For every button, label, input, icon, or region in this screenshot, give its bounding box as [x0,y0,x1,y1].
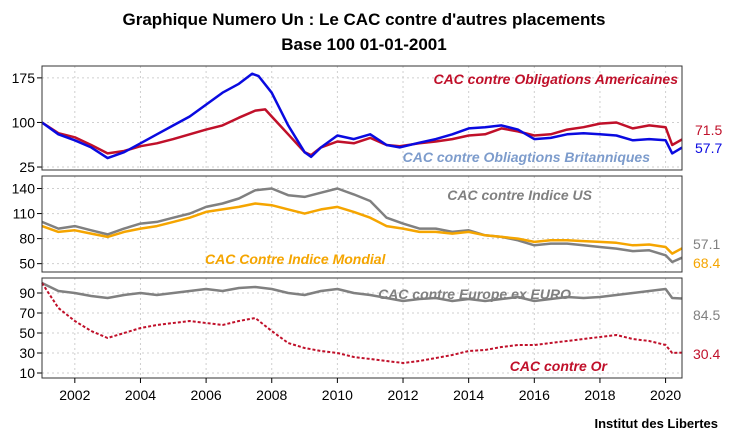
x-tick-label: 2020 [650,387,681,403]
end-value-label: 30.4 [693,346,720,362]
y-tick-label: 70 [19,305,35,321]
x-tick-label: 2014 [453,387,484,403]
chart-title: Graphique Numero Un : Le CAC contre d'au… [123,10,606,29]
series-line-cac-contre-obliagtions-britanniques [41,72,683,160]
chart-subtitle: Base 100 01-01-2001 [281,35,446,54]
panel-frame [41,175,683,273]
series-label: CAC contre Europe ex EURO [378,286,571,302]
x-tick-label: 2016 [519,387,550,403]
series-line-cac-contre-indice-us [41,187,683,264]
y-tick-label: 10 [19,365,35,381]
x-tick-label: 2018 [584,387,615,403]
x-tick-label: 2006 [191,387,222,403]
y-tick-label: 25 [19,159,35,175]
y-tick-label: 175 [12,70,36,86]
series-label: CAC contre Indice US [447,187,592,203]
y-tick-label: 30 [19,345,35,361]
x-tick-label: 2004 [125,387,156,403]
panel-frame [41,65,683,171]
x-tick-label: 2002 [59,387,90,403]
end-value-label: 57.7 [695,140,722,156]
series-label: CAC Contre Indice Mondial [205,251,387,267]
y-tick-label: 50 [19,325,35,341]
end-value-label: 84.5 [693,307,720,323]
end-value-label: 68.4 [693,255,720,271]
y-tick-label: 80 [19,231,35,247]
panel-2: 50 80 110 140 57.1 68.4 CAC contre Indice US CA… [12,175,720,273]
x-tick-label: 2012 [387,387,418,403]
end-value-label: 71.5 [695,122,722,138]
series-line-cac-contre-indice-mondial [41,202,683,255]
source-label: Institut des Libertes [594,416,718,431]
y-tick-label: 140 [12,181,36,197]
y-tick-label: 100 [12,114,36,130]
panel-3: 10 30 50 70 90 84.5 30.4 CAC contre Europe ex E… [19,277,720,381]
series-line-cac-contre-europe-ex-euro [41,281,683,303]
series-label: CAC contre Obliagtions Britanniques [403,149,651,165]
end-value-label: 57.1 [693,236,720,252]
series-label: CAC contre Obligations Americaines [433,71,678,87]
y-tick-label: 110 [13,206,36,222]
panel-1: 25 100 175 71.5 57.7 CAC contre Obligations A… [12,65,722,175]
series-label: CAC contre Or [510,358,609,374]
y-tick-label: 90 [19,285,35,301]
panel-frame [41,277,683,379]
panels: 25 100 175 71.5 57.7 CAC contre Obligations A… [12,65,722,381]
y-tick-label: 50 [19,256,35,272]
x-tick-label: 2008 [256,387,287,403]
x-tick-label: 2010 [322,387,353,403]
x-axis: 2002 2004 2006 2008 2010 2012 2014 2016 2018 2020 [59,378,681,403]
series-line-cac-contre-obligations-americaines [41,108,683,157]
